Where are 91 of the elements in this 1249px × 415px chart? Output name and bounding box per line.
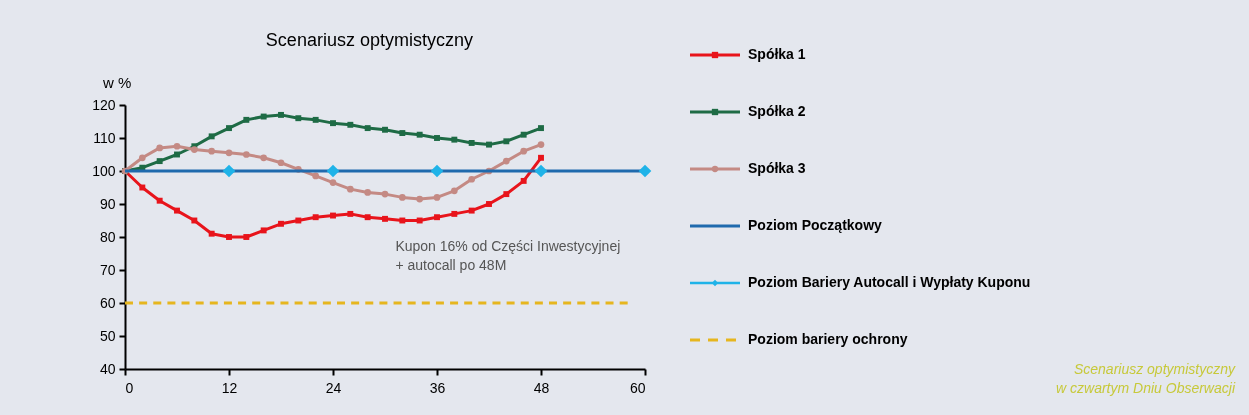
point	[364, 214, 371, 221]
point	[278, 220, 284, 227]
point	[156, 197, 163, 204]
point	[347, 210, 354, 217]
text: Scenariusz optymistyczny w czwartym Dniu Obserwacji	[1056, 361, 1236, 396]
point	[330, 212, 336, 219]
x-tick-label: 36	[429, 379, 446, 396]
point	[468, 207, 475, 214]
point	[364, 189, 372, 196]
point	[503, 138, 510, 145]
point	[278, 111, 284, 118]
point	[260, 154, 268, 162]
annotation: Kupon 16% od Części Inwestycyjnej + autocall po 48M	[395, 238, 621, 273]
point	[433, 194, 441, 201]
y-tick-label: 40	[99, 360, 116, 377]
point	[398, 194, 406, 201]
point	[312, 214, 319, 221]
point	[537, 141, 545, 148]
legend-label: Poziom Początkowy	[748, 217, 883, 233]
point	[208, 133, 215, 140]
point	[451, 136, 458, 143]
legend-label: Poziom bariery ochrony	[748, 331, 908, 347]
y-tick-label: 110	[93, 129, 116, 146]
point	[326, 164, 340, 178]
point	[260, 113, 267, 120]
point	[538, 125, 544, 132]
legend-label: Spółka 1	[748, 46, 806, 62]
point	[382, 126, 388, 133]
point	[534, 164, 548, 178]
point	[382, 215, 388, 222]
point	[538, 154, 544, 161]
point	[502, 157, 510, 165]
point	[364, 125, 371, 132]
y-tick-label: 50	[99, 327, 116, 344]
point	[312, 172, 320, 180]
chart-title: Scenariusz optymistyczny	[265, 30, 473, 50]
point	[450, 187, 458, 195]
x-tick-label: 24	[325, 379, 342, 396]
point	[468, 175, 476, 183]
point	[381, 190, 389, 198]
point	[225, 149, 233, 157]
point	[416, 195, 424, 203]
point	[329, 179, 337, 186]
x-tick-label: 0	[125, 379, 134, 396]
point	[243, 116, 250, 123]
point	[451, 210, 458, 217]
point	[486, 201, 492, 207]
point	[243, 234, 250, 240]
point	[520, 147, 528, 155]
point	[226, 234, 232, 240]
y-tick-label: 90	[99, 195, 116, 212]
point	[174, 207, 180, 214]
y-axis-title: w %	[102, 74, 132, 91]
point	[399, 130, 406, 137]
x-tick-label: 60	[629, 379, 646, 396]
y-tick-label: 100	[92, 162, 116, 179]
point	[295, 115, 302, 122]
point	[156, 158, 163, 165]
point	[347, 121, 354, 128]
point	[226, 125, 232, 132]
point	[520, 177, 527, 184]
y-tick-label: 80	[99, 228, 116, 245]
point	[434, 214, 440, 221]
point	[434, 135, 440, 141]
legend-label: Spółka 3	[748, 160, 806, 176]
point	[486, 141, 492, 148]
y-tick-label: 60	[99, 294, 116, 311]
point	[222, 164, 236, 178]
point	[468, 139, 475, 146]
point	[173, 142, 181, 150]
x-tick-label: 48	[533, 379, 550, 396]
point	[430, 164, 444, 178]
point	[330, 120, 336, 127]
y-tick-label: 70	[99, 261, 116, 278]
point	[520, 131, 527, 138]
point	[208, 230, 215, 237]
point	[638, 164, 652, 178]
legend-label: Spółka 2	[748, 103, 806, 119]
point	[138, 154, 146, 162]
point	[260, 227, 267, 234]
point	[242, 151, 250, 158]
point	[312, 116, 319, 123]
point	[346, 185, 354, 193]
legend-label: Poziom Bariery Autocall i Wypłaty Kuponu	[748, 274, 1031, 290]
point	[156, 144, 164, 152]
x-tick-label: 12	[221, 379, 238, 396]
point	[208, 147, 216, 155]
y-tick-label: 120	[92, 96, 116, 113]
point	[503, 191, 510, 198]
point	[277, 159, 285, 167]
point	[416, 131, 423, 138]
